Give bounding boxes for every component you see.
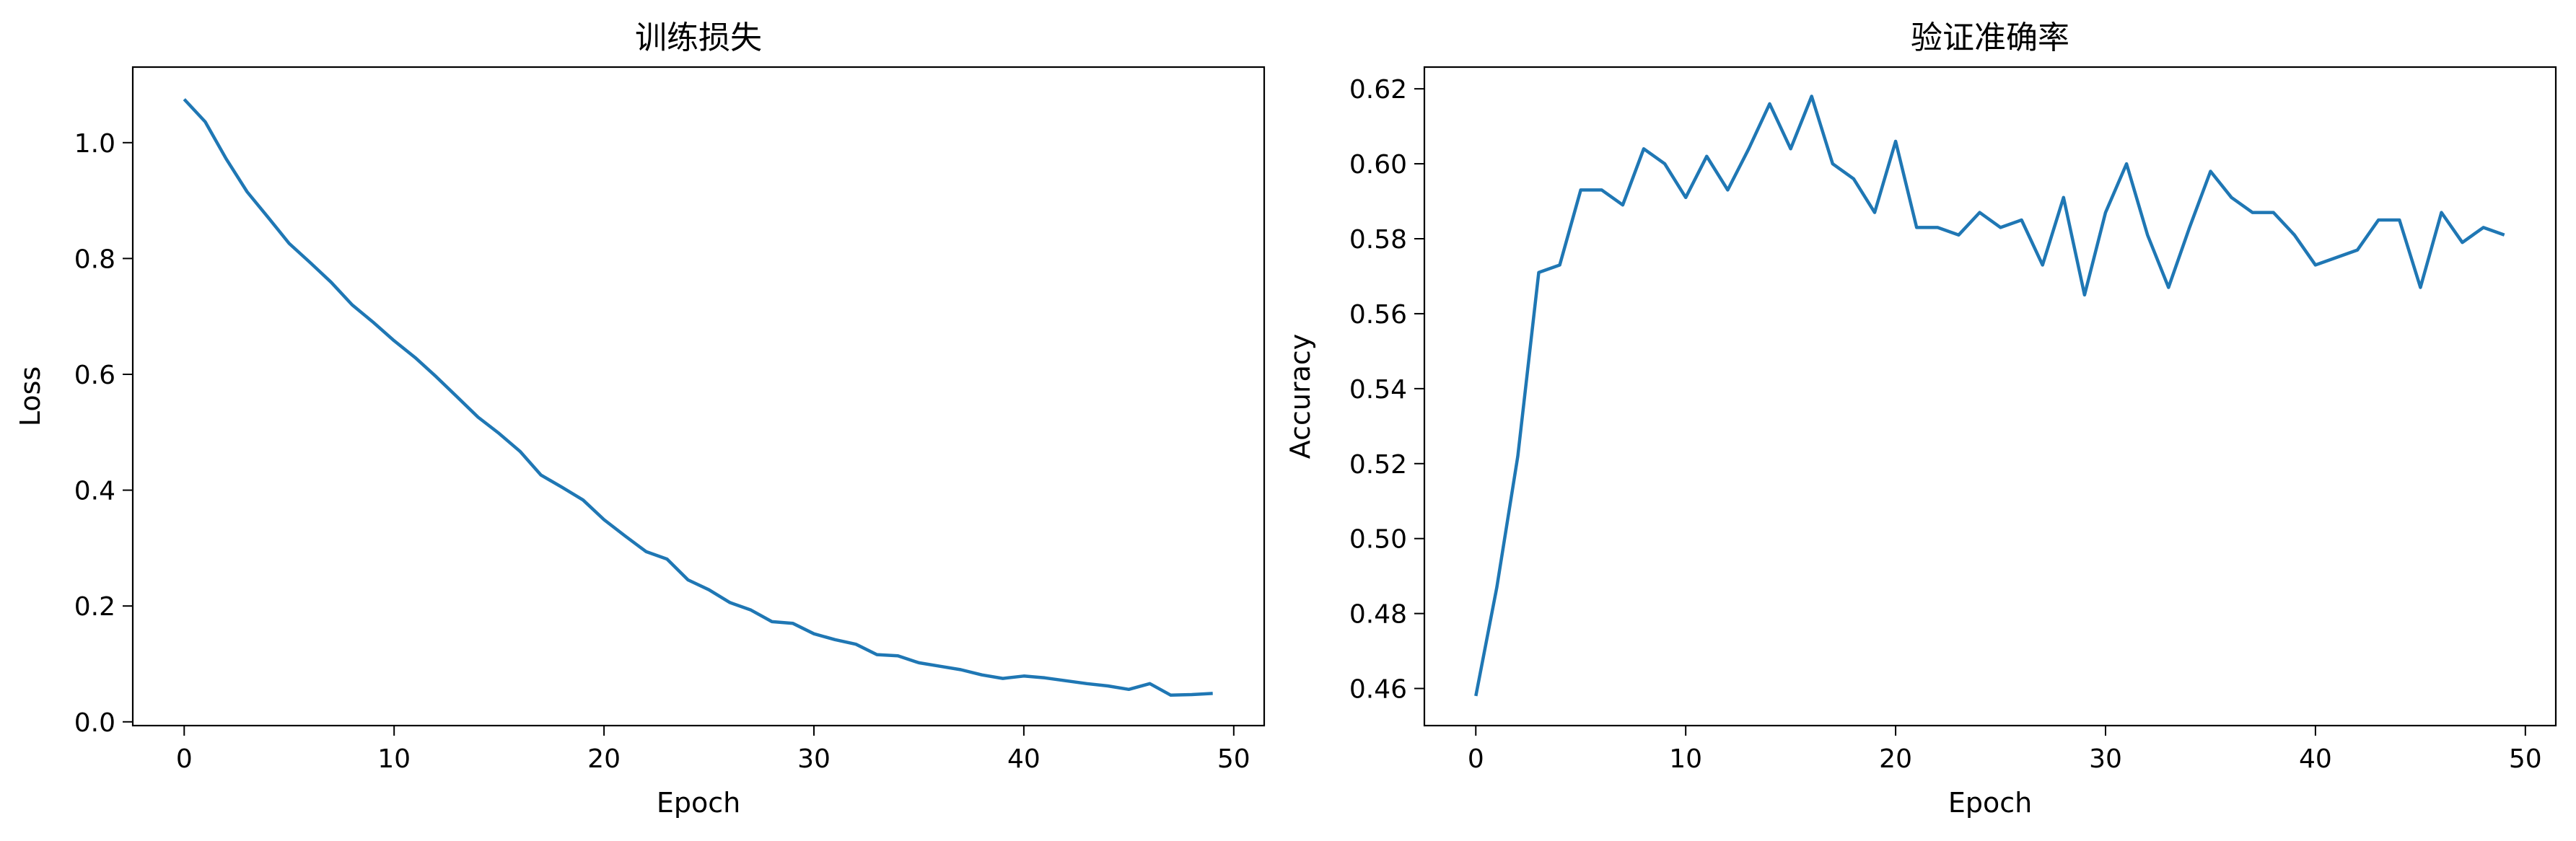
y-tick-label: 0.6 (74, 361, 115, 390)
axes-frame (1423, 66, 2557, 727)
x-tick-label: 20 (587, 744, 621, 774)
y-tick-label: 0.58 (1349, 225, 1407, 255)
loss-chart: 0 10 20 30 40 50 0.0 0.2 0.4 0.6 0.8 1.0 训练损失 Epoch Lo… (14, 19, 1266, 819)
y-tick-label: 0.4 (74, 477, 115, 506)
y-tick-label: 0.50 (1349, 525, 1407, 555)
y-tick-label: 0.60 (1349, 150, 1407, 180)
axes-frame (131, 66, 1266, 727)
x-tick-label: 10 (1669, 744, 1702, 774)
y-tick-label: 0.56 (1349, 300, 1407, 330)
chart-title: 训练损失 (635, 19, 762, 56)
accuracy-chart: 0 10 20 30 40 50 0.46 0.48 0.50 0.52 0.54 0.56 0.58 0… (1284, 19, 2557, 819)
y-tick-label: 0.54 (1349, 375, 1407, 405)
chart-title: 验证准确率 (1911, 19, 2069, 56)
x-tick-label: 10 (377, 744, 411, 774)
y-axis-label: Loss (14, 366, 46, 426)
y-tick-label: 0.8 (74, 245, 115, 274)
x-axis-label: Epoch (657, 787, 740, 819)
x-tick-label: 20 (1879, 744, 1912, 774)
y-tick-label: 0.46 (1349, 675, 1407, 705)
y-tick-label: 0.52 (1349, 450, 1407, 480)
y-tick-label: 0.62 (1349, 75, 1407, 105)
x-tick-label: 40 (1007, 744, 1041, 774)
series-line (1474, 94, 2505, 697)
x-tick-label: 30 (2089, 744, 2122, 774)
x-tick-label: 30 (797, 744, 831, 774)
x-tick-label: 40 (2299, 744, 2332, 774)
x-axis-label: Epoch (1948, 787, 2032, 819)
x-tick-label: 0 (176, 744, 193, 774)
x-tick-label: 0 (1468, 744, 1484, 774)
series-line (183, 98, 1213, 697)
x-tick-label: 50 (1217, 744, 1250, 774)
y-tick-label: 0.48 (1349, 600, 1407, 630)
y-tick-label: 1.0 (74, 129, 115, 159)
y-tick-label: 0.0 (74, 708, 115, 738)
y-axis-label: Accuracy (1284, 334, 1316, 459)
y-tick-label: 0.2 (74, 592, 115, 622)
x-tick-label: 50 (2509, 744, 2542, 774)
